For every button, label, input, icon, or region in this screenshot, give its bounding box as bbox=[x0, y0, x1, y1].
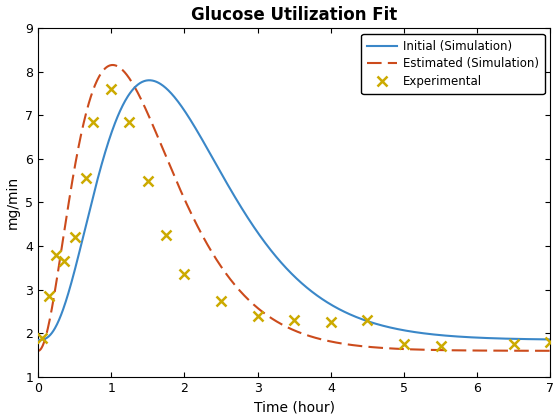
Initial (Simulation) bbox=[138, 80, 145, 85]
Experimental bbox=[218, 298, 225, 303]
Experimental bbox=[90, 119, 96, 124]
Experimental bbox=[53, 252, 59, 257]
Experimental bbox=[108, 87, 115, 92]
Line: Experimental: Experimental bbox=[37, 84, 556, 352]
Estimated (Simulation) bbox=[522, 348, 529, 353]
Experimental bbox=[328, 320, 334, 325]
Experimental bbox=[60, 259, 67, 264]
Experimental bbox=[126, 119, 133, 124]
Experimental bbox=[400, 342, 407, 347]
Estimated (Simulation) bbox=[547, 348, 554, 353]
Estimated (Simulation) bbox=[453, 348, 460, 353]
X-axis label: Time (hour): Time (hour) bbox=[254, 400, 335, 415]
Experimental bbox=[45, 294, 52, 299]
Estimated (Simulation) bbox=[109, 63, 116, 68]
Estimated (Simulation) bbox=[488, 348, 495, 353]
Initial (Simulation) bbox=[453, 334, 460, 339]
Legend: Initial (Simulation), Estimated (Simulation), Experimental: Initial (Simulation), Estimated (Simulat… bbox=[361, 34, 544, 94]
Estimated (Simulation) bbox=[139, 99, 146, 104]
Line: Estimated (Simulation): Estimated (Simulation) bbox=[38, 65, 550, 351]
Y-axis label: mg/min: mg/min bbox=[6, 176, 20, 229]
Initial (Simulation) bbox=[66, 289, 72, 294]
Initial (Simulation) bbox=[434, 332, 441, 337]
Initial (Simulation) bbox=[522, 336, 529, 341]
Experimental bbox=[82, 176, 89, 181]
Experimental bbox=[437, 344, 444, 349]
Experimental bbox=[254, 313, 261, 318]
Initial (Simulation) bbox=[146, 78, 153, 83]
Experimental bbox=[163, 233, 170, 238]
Experimental bbox=[364, 318, 371, 323]
Initial (Simulation) bbox=[488, 336, 495, 341]
Estimated (Simulation) bbox=[35, 348, 41, 353]
Experimental bbox=[291, 318, 297, 323]
Initial (Simulation) bbox=[35, 337, 41, 342]
Estimated (Simulation) bbox=[66, 200, 72, 205]
Estimated (Simulation) bbox=[434, 347, 441, 352]
Experimental bbox=[511, 342, 517, 347]
Title: Glucose Utilization Fit: Glucose Utilization Fit bbox=[191, 5, 398, 24]
Line: Initial (Simulation): Initial (Simulation) bbox=[38, 80, 550, 340]
Experimental bbox=[181, 272, 188, 277]
Experimental bbox=[144, 178, 151, 183]
Experimental bbox=[38, 335, 45, 340]
Experimental bbox=[71, 235, 78, 240]
Experimental bbox=[547, 340, 554, 345]
Initial (Simulation) bbox=[547, 337, 554, 342]
